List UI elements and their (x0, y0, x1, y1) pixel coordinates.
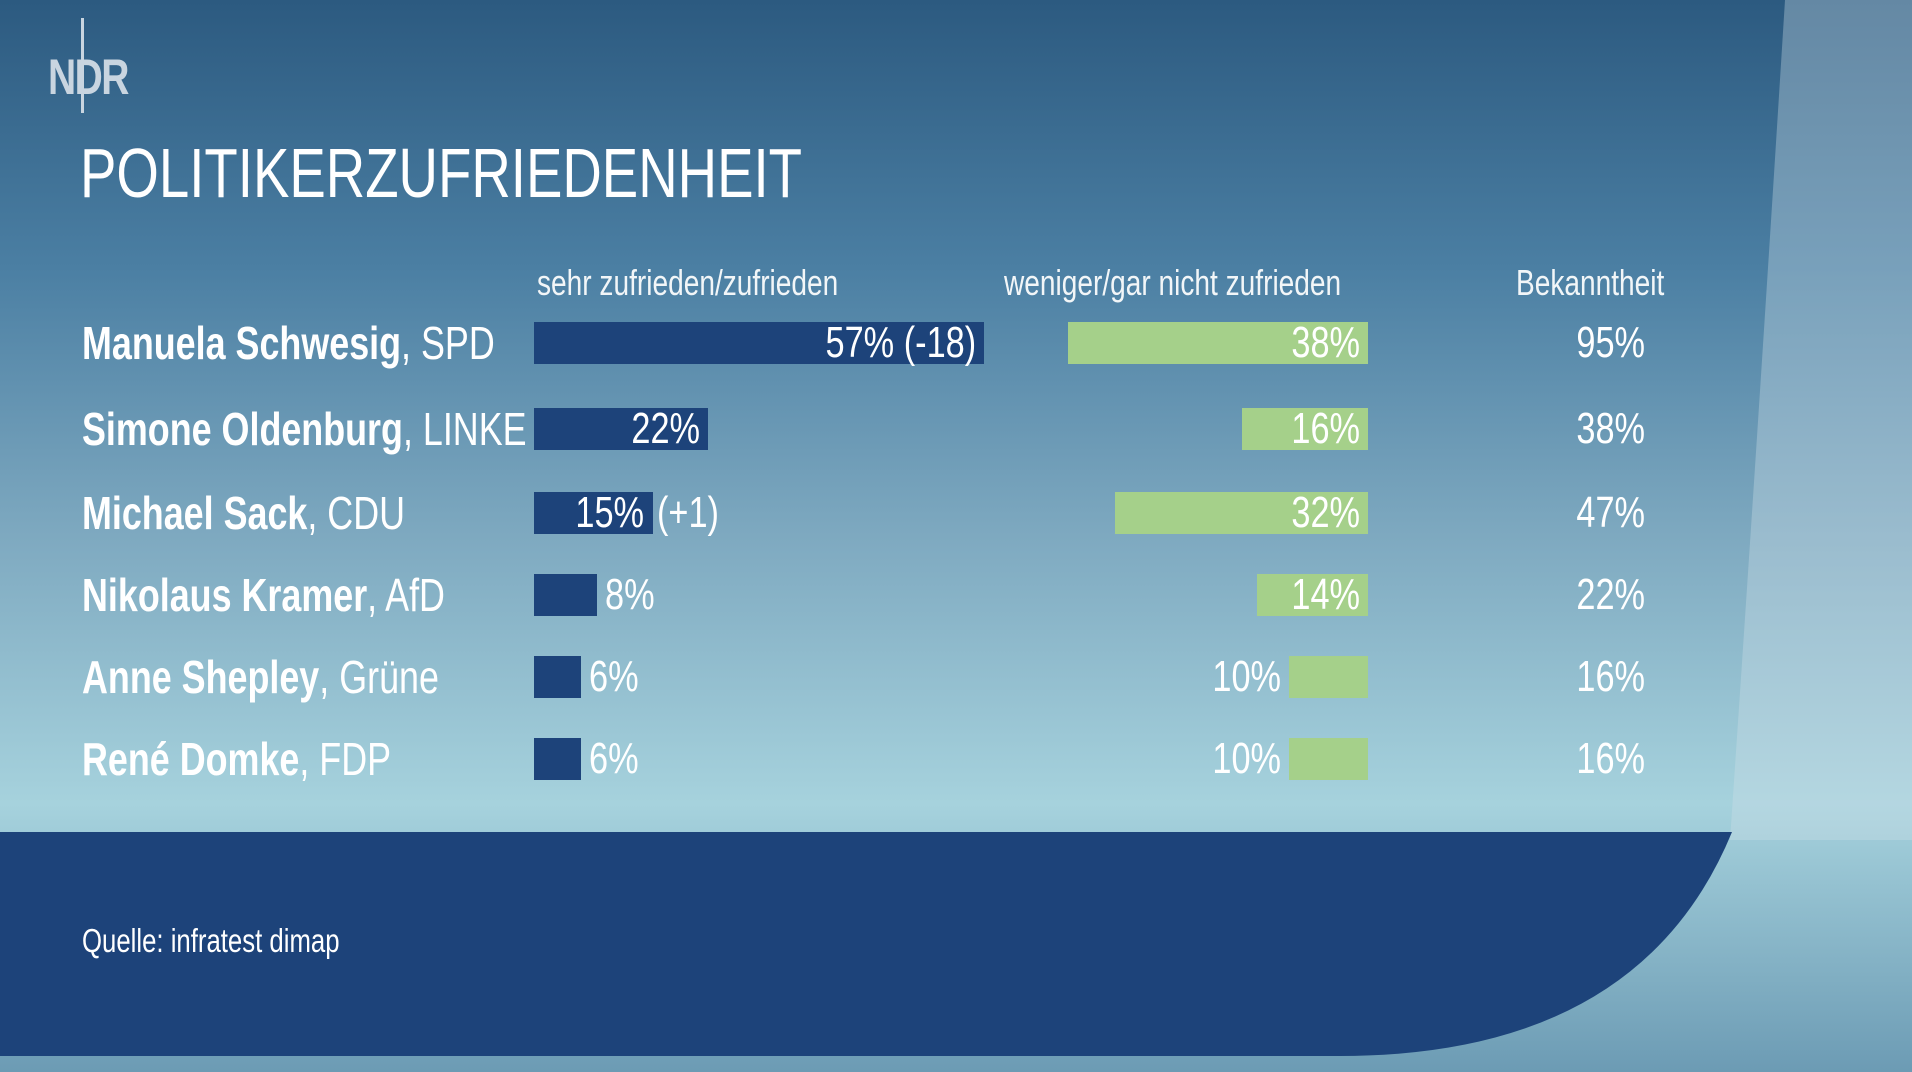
chart-row: Nikolaus Kramer, AfD 8% 14% 22% (0, 569, 1912, 621)
awareness-label: 47% (1576, 488, 1645, 537)
satisfied-bar (534, 574, 598, 616)
chart-row: René Domke, FDP 6% 10% 16% (0, 733, 1912, 785)
footer-band (0, 832, 1732, 1056)
header-satisfied: sehr zufrieden/zufrieden (537, 262, 839, 303)
dissatisfied-label: 14% (1291, 570, 1360, 619)
satisfied-bar (534, 738, 582, 780)
satisfied-label: 22% (631, 404, 700, 453)
page-title: POLITIKERZUFRIEDENHEIT (80, 134, 803, 212)
politician-name: Manuela Schwesig, SPD (82, 317, 495, 369)
awareness-label: 95% (1576, 318, 1645, 367)
satisfied-label: 6% (589, 734, 639, 783)
dissatisfied-label: 38% (1291, 318, 1360, 367)
awareness-label: 38% (1576, 404, 1645, 453)
dissatisfied-bar (1289, 738, 1368, 780)
header-dissatisfied: weniger/gar nicht zufrieden (1004, 262, 1342, 303)
dissatisfied-label: 10% (1212, 652, 1281, 701)
dissatisfied-bar (1289, 656, 1368, 698)
dissatisfied-label: 10% (1212, 734, 1281, 783)
politician-name: Anne Shepley, Grüne (82, 651, 439, 703)
politician-name: René Domke, FDP (82, 733, 392, 785)
chart-row: Simone Oldenburg, LINKE 22% 16% 38% (0, 403, 1912, 455)
satisfied-label: 8% (605, 570, 655, 619)
satisfied-change: (+1) (656, 488, 719, 537)
source-note: Quelle: infratest dimap (82, 922, 340, 959)
dissatisfied-label: 16% (1291, 404, 1360, 453)
politician-name: Simone Oldenburg, LINKE (82, 403, 527, 455)
header-awareness: Bekanntheit (1516, 262, 1665, 303)
politician-name: Michael Sack, CDU (82, 487, 406, 539)
satisfied-bar (534, 656, 582, 698)
dissatisfied-bar (1241, 408, 1368, 450)
satisfied-label: 15% (575, 488, 645, 537)
satisfied-bar (534, 322, 985, 364)
satisfied-label: 6% (589, 652, 639, 701)
dissatisfied-bar (1067, 322, 1368, 364)
chart-row: Anne Shepley, Grüne 6% 10% 16% (0, 651, 1912, 703)
satisfied-label: 57% (-18) (825, 318, 977, 367)
satisfied-bar (534, 408, 708, 450)
politician-name: Nikolaus Kramer, AfD (82, 569, 445, 621)
chart-row: Michael Sack, CDU 15% (+1) 32% 47% (0, 487, 1912, 539)
dissatisfied-label: 32% (1291, 488, 1360, 537)
glass-panel (1730, 0, 1912, 840)
dissatisfied-bar (1115, 492, 1368, 534)
awareness-label: 16% (1576, 734, 1645, 783)
ndr-logo: NDR (48, 18, 158, 113)
chart-row: Manuela Schwesig, SPD 57% (-18) 38% 95% (0, 317, 1912, 369)
dissatisfied-bar (1257, 574, 1368, 616)
awareness-label: 16% (1576, 652, 1645, 701)
satisfied-bar (534, 492, 653, 534)
awareness-label: 22% (1576, 570, 1645, 619)
